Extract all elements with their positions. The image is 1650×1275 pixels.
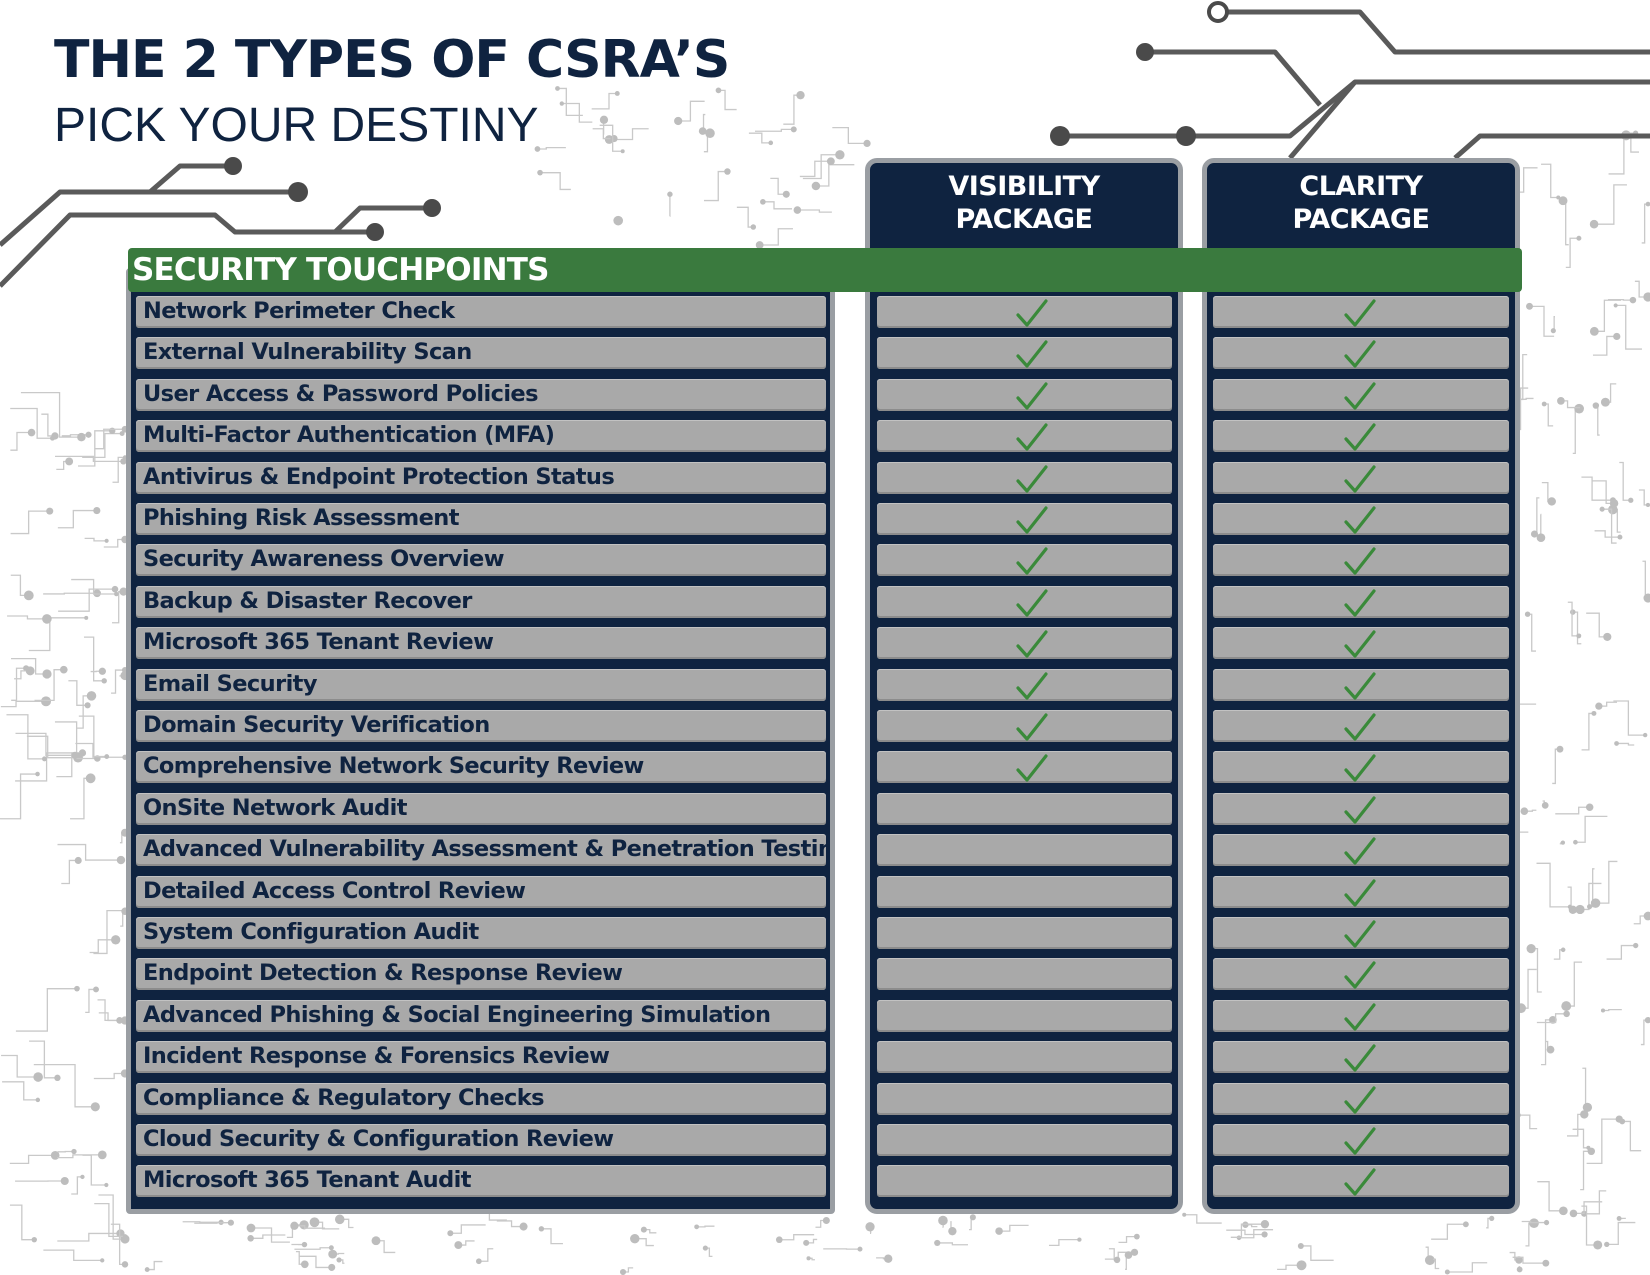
visibility-package-heading: VISIBILITY PACKAGE bbox=[865, 170, 1183, 236]
security-touchpoints-header: SECURITY TOUCHPOINTS bbox=[128, 248, 1522, 292]
clarity-package-heading: CLARITY PACKAGE bbox=[1202, 170, 1520, 236]
touchpoints-panel bbox=[126, 268, 835, 1214]
visibility-heading-line2: PACKAGE bbox=[955, 204, 1093, 235]
page-title: THE 2 TYPES OF CSRA’S bbox=[54, 30, 730, 90]
visibility-package-column bbox=[865, 158, 1183, 1214]
clarity-package-column bbox=[1202, 158, 1520, 1214]
page-subtitle: PICK YOUR DESTINY bbox=[54, 99, 539, 152]
clarity-heading-line2: PACKAGE bbox=[1292, 204, 1430, 235]
clarity-heading-line1: CLARITY bbox=[1299, 171, 1423, 202]
visibility-heading-line1: VISIBILITY bbox=[948, 171, 1100, 202]
